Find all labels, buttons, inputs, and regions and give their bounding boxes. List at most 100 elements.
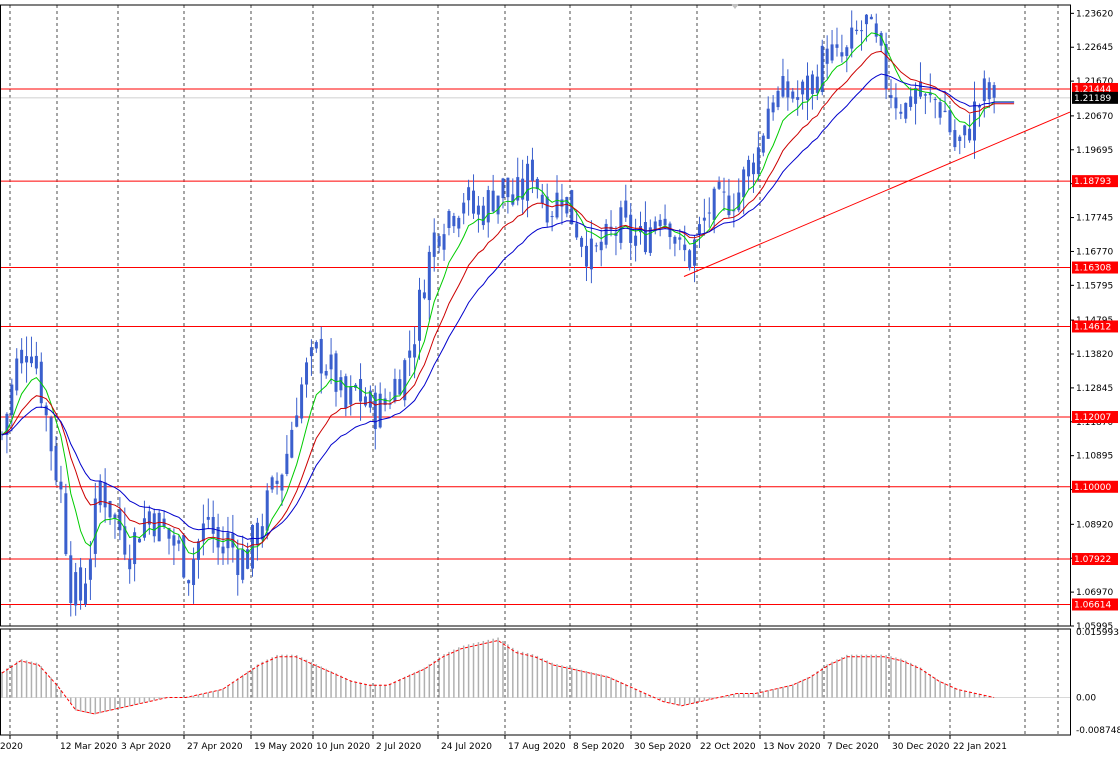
oscillator-panel [0, 637, 1070, 715]
candle-body [142, 518, 146, 538]
candle-body [668, 223, 672, 238]
moving-averages [1, 32, 1015, 555]
candle-body [516, 177, 520, 201]
candle-body [10, 384, 14, 416]
candle-body [378, 393, 382, 428]
candle-body [820, 45, 824, 92]
candle-body [712, 188, 716, 220]
candle-body [54, 445, 58, 481]
level-label[interactable]: 1.07922 [1074, 555, 1111, 565]
level-label-box[interactable] [1072, 598, 1118, 611]
candle-body [938, 102, 942, 118]
candle-body [653, 221, 657, 231]
candle-body [211, 516, 215, 534]
candle-body [64, 493, 68, 555]
candle-body [368, 390, 372, 408]
candle-body [693, 239, 697, 266]
candle-body [786, 81, 790, 98]
support-resistance-lines[interactable] [0, 88, 1070, 605]
candle-body [226, 532, 230, 549]
candle-body [732, 210, 736, 212]
time-tick-label: 22 Oct 2020 [700, 742, 756, 752]
candle-body [206, 516, 210, 520]
level-label[interactable]: 1.14612 [1074, 322, 1111, 332]
osc-tick-label: -0.008748 [1076, 726, 1120, 736]
osc-tick-label: 0.015993 [1076, 628, 1119, 638]
candle-body [948, 110, 952, 133]
candle-body [791, 91, 795, 99]
candle-body [265, 490, 269, 531]
candle-body [79, 567, 83, 601]
candle-body [152, 513, 156, 537]
candle-body [339, 377, 343, 391]
candle-body [884, 44, 888, 89]
candle-body [44, 405, 48, 416]
candle-body [761, 135, 765, 153]
candle-body [928, 92, 932, 96]
price-tick-label: 1.12845 [1076, 384, 1113, 394]
candle-body [241, 549, 245, 580]
chart-shift-marker-icon[interactable] [731, 4, 739, 9]
candle-body [319, 338, 323, 374]
price-tick-label: 1.17745 [1076, 214, 1113, 224]
candle-body [683, 244, 687, 251]
trendline[interactable] [683, 111, 1071, 277]
time-axis[interactable]: 2020 12 Mar 2020 3 Apr 2020 27 Apr 2020 19 M… [0, 735, 1007, 752]
level-label[interactable]: 1.06614 [1074, 600, 1111, 610]
level-label-box[interactable] [1072, 411, 1118, 424]
time-tick-label: 27 Apr 2020 [187, 742, 243, 752]
level-label-box[interactable] [1072, 320, 1118, 333]
candle-body [201, 523, 205, 542]
time-tick-label: 24 Jul 2020 [441, 742, 492, 752]
candle-body [850, 27, 854, 49]
price-tick-label: 1.06970 [1076, 588, 1113, 598]
candle-body [187, 580, 191, 584]
level-label[interactable]: 1.10000 [1074, 483, 1111, 493]
candle-body [958, 136, 962, 141]
candle-body [992, 85, 996, 98]
candle-body [560, 199, 564, 207]
candle-body [835, 44, 839, 48]
candle-body [815, 76, 819, 93]
candle-body [447, 211, 451, 228]
candle-body [467, 187, 471, 201]
level-label-box[interactable] [1072, 480, 1118, 493]
candle-body [432, 232, 436, 257]
candle-body [771, 102, 775, 113]
candle-body [324, 370, 328, 376]
candle-body [565, 197, 569, 214]
candle-body [133, 532, 137, 565]
candle-body [869, 16, 873, 20]
main-pane-border [0, 4, 1071, 627]
level-label[interactable]: 1.21444 [1074, 85, 1111, 95]
trendline-line[interactable] [683, 111, 1071, 277]
level-label-box[interactable] [1072, 553, 1118, 566]
candle-body [889, 95, 893, 98]
time-tick-label: 3 Apr 2020 [121, 742, 171, 752]
candle-body [545, 196, 549, 223]
candle-body [801, 81, 805, 95]
candle-body [393, 378, 397, 402]
candle-body [69, 555, 73, 603]
level-label-box[interactable] [1072, 175, 1118, 188]
candle-body [98, 481, 102, 506]
candle-body [285, 453, 289, 474]
candle-body [34, 355, 38, 369]
level-label-box[interactable] [1072, 261, 1118, 274]
candle-body [840, 52, 844, 57]
candle-body [457, 217, 461, 229]
ma-slow-line [1, 73, 1015, 540]
candle-body [255, 522, 259, 546]
price-axis[interactable]: 1.23620 1.22645 1.21670 1.20670 1.19695 1.187… [1070, 9, 1120, 736]
level-label[interactable]: 1.16308 [1074, 264, 1111, 274]
level-label[interactable]: 1.18793 [1074, 177, 1111, 187]
level-label[interactable]: 1.12007 [1074, 413, 1111, 423]
candle-body [648, 227, 652, 253]
candle-body [363, 396, 367, 406]
ma-mid-line [1, 50, 1015, 548]
time-tick-label: 10 Jun 2020 [316, 742, 370, 752]
candle-body [584, 245, 588, 267]
candle-body [624, 200, 628, 218]
